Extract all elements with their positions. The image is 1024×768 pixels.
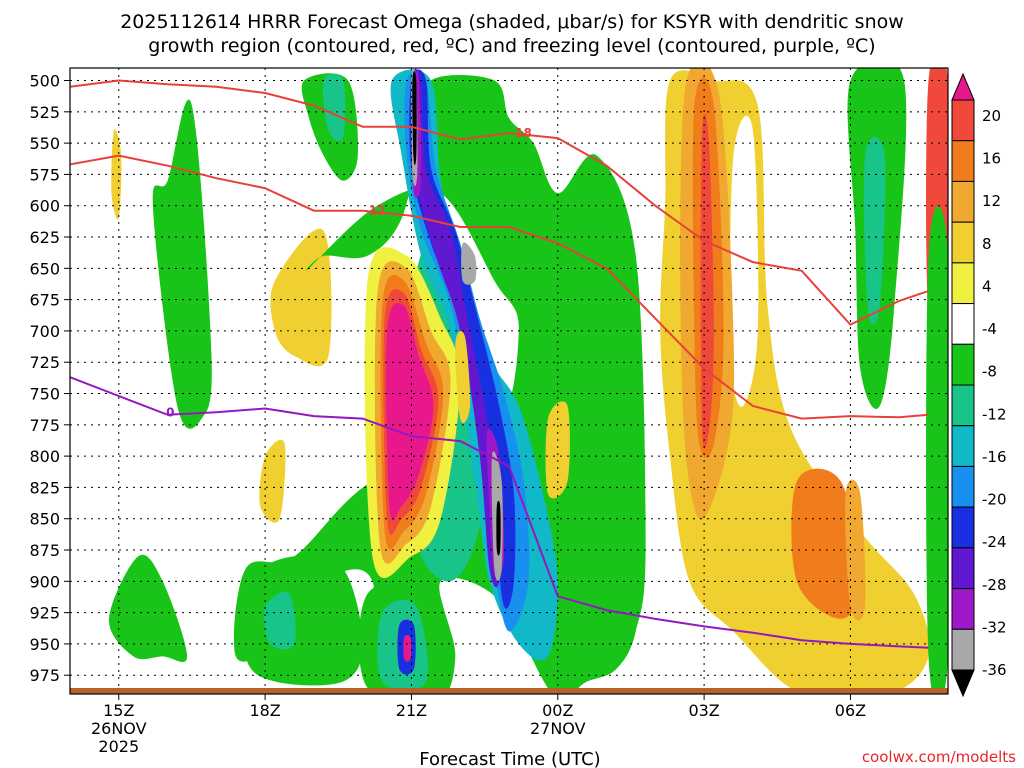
x-tick-label-06Z: 06Z xyxy=(835,701,866,720)
contour-dgz-warm xyxy=(70,154,929,420)
y-tick-label-900: 900 xyxy=(29,572,60,591)
colorbar-box-11 xyxy=(951,506,975,549)
omega-region-32 xyxy=(700,113,714,449)
x-tick-label-00Z: 00Z xyxy=(542,701,573,720)
colorbar-box-5 xyxy=(951,262,975,305)
colorbar-box-2 xyxy=(951,140,975,182)
omega-region-4 xyxy=(270,228,332,367)
colorbar: 20 16 12 8 4 -4 -8 -12 -16 -20 -24 -28 -32 -36 xyxy=(951,72,1007,698)
y-tick-label-550: 550 xyxy=(29,134,60,153)
x-axis-label: Forecast Time (UTC) xyxy=(419,749,600,768)
colorbar-box-6 xyxy=(951,303,975,345)
omega-region-41 xyxy=(243,555,363,686)
x-tick-label-03Z: 03Z xyxy=(688,701,719,720)
omega-region-38 xyxy=(926,205,948,694)
x-tick-label-18Z: 18Z xyxy=(249,701,280,720)
colorbar-label--4: -4 xyxy=(982,320,997,338)
omega-region-14 xyxy=(412,71,417,166)
contour-label-dgz-cold: -18 xyxy=(510,126,532,140)
plot-frame xyxy=(69,67,949,695)
colorbar-box-8 xyxy=(951,384,975,427)
omega-region-39 xyxy=(455,330,471,424)
y-tick-label-875: 875 xyxy=(29,541,60,560)
ground-strip xyxy=(70,688,948,694)
colorbar-label-20: 20 xyxy=(982,107,1001,125)
omega-region-27 xyxy=(403,635,412,662)
colorbar-label--12: -12 xyxy=(982,405,1007,423)
colorbar-label-16: 16 xyxy=(982,150,1001,168)
colorbar-box-10 xyxy=(951,465,975,508)
omega-region-42 xyxy=(263,591,296,650)
y-tick-label-950: 950 xyxy=(29,635,60,654)
omega-region-33 xyxy=(791,468,861,619)
colorbar-label-4: 4 xyxy=(982,277,992,295)
colorbar-label--24: -24 xyxy=(982,533,1007,551)
y-tick-label-625: 625 xyxy=(29,228,60,247)
omega-region-36 xyxy=(863,136,886,325)
colorbar-box-9 xyxy=(951,425,975,467)
y-tick-label-925: 925 xyxy=(29,604,60,623)
colorbar-label-12: 12 xyxy=(982,192,1001,210)
y-tick-label-975: 975 xyxy=(29,666,60,685)
colorbar-label--8: -8 xyxy=(982,363,997,381)
colorbar-label-8: 8 xyxy=(982,235,992,253)
omega-region-3 xyxy=(322,73,346,142)
omega-region-15 xyxy=(461,242,477,285)
omega-region-5 xyxy=(259,439,286,523)
y-tick-label-650: 650 xyxy=(29,259,60,278)
y-tick-label-850: 850 xyxy=(29,510,60,529)
x-tick-date-15Z: 26NOV xyxy=(91,719,147,738)
x-tick-label-21Z: 21Z xyxy=(396,701,427,720)
colorbar-box-1 xyxy=(951,99,975,142)
omega-region-1 xyxy=(111,129,122,220)
y-tick-label-500: 500 xyxy=(29,72,60,91)
colorbar-box-7 xyxy=(951,343,975,386)
colorbar-label--20: -20 xyxy=(982,491,1007,509)
credit-text: coolwx.com/modelts xyxy=(862,748,1016,766)
y-tick-label-725: 725 xyxy=(29,353,60,372)
colorbar-box-12 xyxy=(951,547,975,590)
x-tick-year-15Z: 2025 xyxy=(98,737,139,756)
contour-freezing-level xyxy=(70,376,929,649)
omega-region-11 xyxy=(411,68,501,588)
omega-region-29 xyxy=(730,115,759,407)
y-tick-label-575: 575 xyxy=(29,165,60,184)
y-tick-label-775: 775 xyxy=(29,416,60,435)
colorbar-box-3 xyxy=(951,180,975,223)
chart-title-line2: growth region (contoured, red, ºC) and f… xyxy=(148,35,875,57)
y-tick-label-800: 800 xyxy=(29,447,60,466)
contour-dgz-cold xyxy=(70,79,929,326)
x-tick-label-15Z: 15Z xyxy=(103,701,134,720)
omega-region-40 xyxy=(108,554,188,662)
y-axis: 500 525 550 575 600 625 650 675 700 725 750 775 800 8… xyxy=(29,72,70,685)
y-tick-label-825: 825 xyxy=(29,478,60,497)
contour-lines: -18 -12 0 xyxy=(70,79,929,649)
colorbar-cap-bottom xyxy=(951,669,975,698)
omega-region-0 xyxy=(152,99,212,429)
x-tick-date-00Z: 27NOV xyxy=(530,719,586,738)
y-tick-label-750: 750 xyxy=(29,385,60,404)
colorbar-box-4 xyxy=(951,221,975,264)
contour-label-freezing-level: 0 xyxy=(166,405,174,419)
contour-label-dgz-warm: -12 xyxy=(364,204,386,218)
colorbar-box-13 xyxy=(951,588,975,630)
colorbar-cap-top xyxy=(951,72,975,101)
omega-region-18 xyxy=(496,500,501,556)
y-tick-label-600: 600 xyxy=(29,197,60,216)
omega-shading xyxy=(108,68,948,694)
y-tick-label-675: 675 xyxy=(29,291,60,310)
colorbar-label--16: -16 xyxy=(982,448,1007,466)
omega-region-43 xyxy=(545,401,570,499)
chart-title-line1: 2025112614 HRRR Forecast Omega (shaded, … xyxy=(120,11,904,33)
colorbar-label--32: -32 xyxy=(982,618,1007,636)
y-tick-label-525: 525 xyxy=(29,103,60,122)
y-tick-label-700: 700 xyxy=(29,322,60,341)
colorbar-label--28: -28 xyxy=(982,576,1007,594)
omega-region-23 xyxy=(386,303,434,521)
colorbar-box-14 xyxy=(951,628,975,671)
colorbar-label--36: -36 xyxy=(982,661,1007,679)
